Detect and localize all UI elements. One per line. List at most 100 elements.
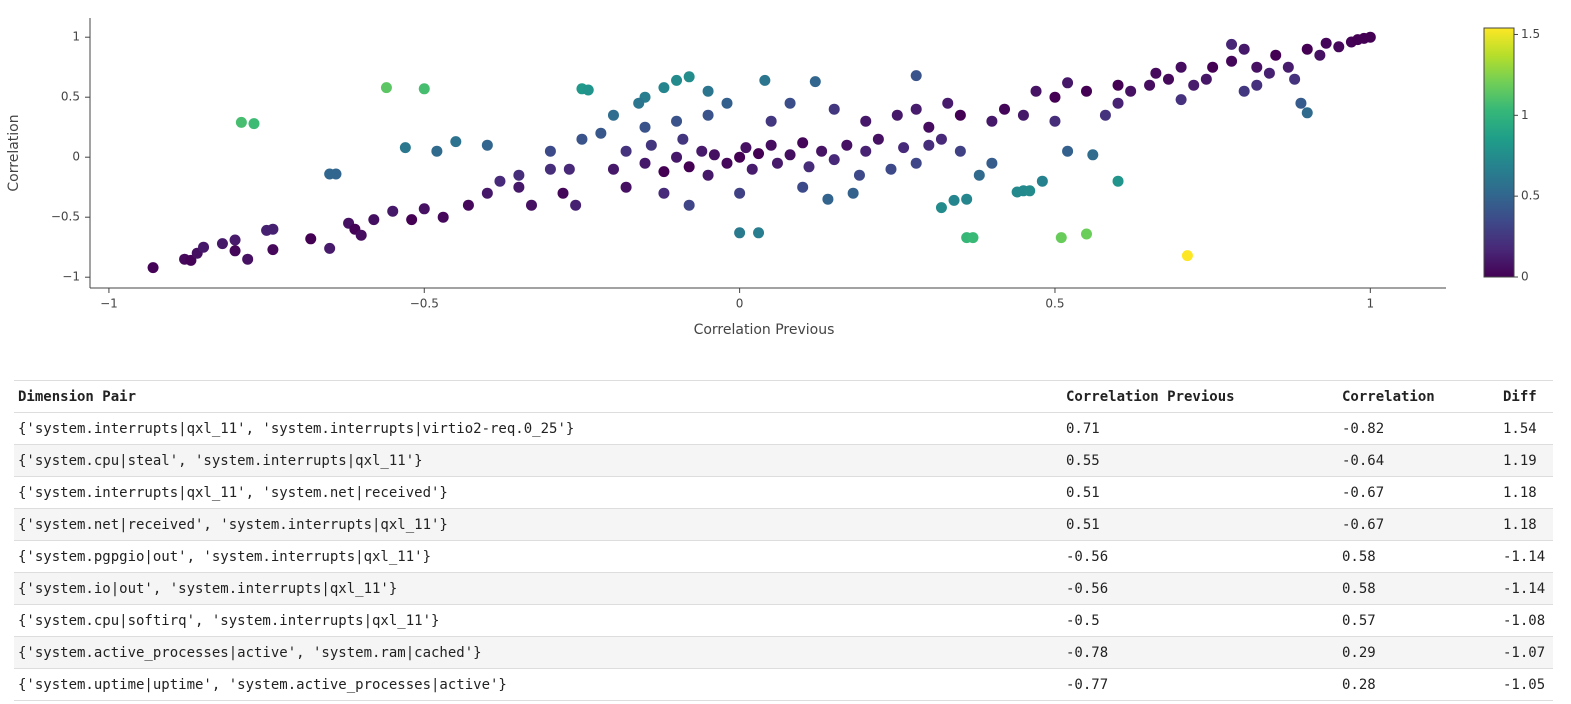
table-header: Dimension Pair Correlation Previous Correl…: [14, 380, 1553, 413]
point: [399, 142, 411, 154]
table-row: {'system.pgpgio|out', 'system.interrupts…: [14, 540, 1553, 573]
point: [481, 139, 493, 151]
table-cell: -0.64: [1338, 444, 1499, 477]
point: [841, 139, 853, 151]
table-cell: 1.54: [1499, 412, 1553, 445]
table-cell: {'system.cpu|steal', 'system.interrupts|…: [14, 444, 1062, 477]
point: [368, 214, 380, 226]
point: [324, 168, 336, 180]
point: [1055, 232, 1067, 244]
point: [828, 103, 840, 115]
table-cell: {'system.active_processes|active', 'syst…: [14, 636, 1062, 669]
point: [1150, 67, 1162, 79]
point: [683, 199, 695, 211]
colorbar-tick-label: 1.5: [1521, 27, 1540, 41]
point: [1112, 79, 1124, 91]
table-cell: 0.58: [1338, 572, 1499, 605]
point: [999, 103, 1011, 115]
table-row: {'system.io|out', 'system.interrupts|qxl…: [14, 572, 1553, 605]
point: [216, 238, 228, 250]
table-cell: 0.58: [1338, 540, 1499, 573]
point: [734, 187, 746, 199]
point: [721, 157, 733, 169]
point: [797, 137, 809, 149]
y-tick-label: −1: [62, 270, 80, 284]
point: [753, 227, 765, 239]
table-cell: 0.51: [1062, 476, 1338, 509]
table-cell: -1.05: [1499, 668, 1553, 701]
point: [576, 133, 588, 145]
point: [961, 193, 973, 205]
point: [1181, 250, 1193, 262]
table-cell: -1.14: [1499, 540, 1553, 573]
point: [431, 145, 443, 157]
point: [683, 161, 695, 173]
point: [1099, 109, 1111, 121]
point: [563, 163, 575, 175]
table-cell: 0.71: [1062, 412, 1338, 445]
point: [1081, 228, 1093, 240]
point: [746, 163, 758, 175]
point: [683, 71, 695, 83]
point: [923, 121, 935, 133]
table-cell: 1.19: [1499, 444, 1553, 477]
point: [771, 157, 783, 169]
point: [910, 70, 922, 82]
point: [462, 199, 474, 211]
table-cell: {'system.io|out', 'system.interrupts|qxl…: [14, 572, 1062, 605]
point: [1270, 49, 1282, 61]
table-cell: {'system.net|received', 'system.interrup…: [14, 508, 1062, 541]
x-axis-title: Correlation Previous: [694, 322, 835, 338]
point: [1301, 43, 1313, 55]
point: [185, 254, 197, 266]
point: [229, 234, 241, 246]
point: [721, 97, 733, 109]
x-tick-label: 1: [1366, 297, 1374, 311]
point: [1364, 31, 1376, 43]
point: [696, 145, 708, 157]
table-cell: 0.51: [1062, 508, 1338, 541]
point: [557, 187, 569, 199]
point: [658, 82, 670, 94]
y-tick-label: 1: [72, 30, 80, 44]
point: [1017, 109, 1029, 121]
point: [645, 139, 657, 151]
point: [147, 262, 159, 274]
point: [380, 82, 392, 94]
point: [759, 74, 771, 86]
point: [784, 149, 796, 161]
point: [595, 127, 607, 139]
point: [1024, 185, 1036, 197]
point: [1226, 55, 1238, 67]
point: [910, 103, 922, 115]
colorbar-tick-label: 0.5: [1521, 189, 1540, 203]
table-row: {'system.cpu|steal', 'system.interrupts|…: [14, 444, 1553, 477]
column-header: Correlation Previous: [1062, 380, 1338, 413]
point: [1112, 97, 1124, 109]
point: [267, 244, 279, 256]
table-cell: {'system.uptime|uptime', 'system.active_…: [14, 668, 1062, 701]
point: [1226, 38, 1238, 50]
point: [1289, 73, 1301, 85]
point: [1314, 49, 1326, 61]
y-tick-label: 0.5: [61, 90, 80, 104]
point: [816, 145, 828, 157]
point: [1112, 175, 1124, 187]
point: [607, 163, 619, 175]
point: [765, 139, 777, 151]
table-cell: -0.5: [1062, 604, 1338, 637]
point: [544, 163, 556, 175]
point: [1087, 149, 1099, 161]
point: [948, 194, 960, 206]
table-cell: 0.28: [1338, 668, 1499, 701]
table-cell: -0.78: [1062, 636, 1338, 669]
point: [658, 187, 670, 199]
table-row: {'system.interrupts|qxl_11', 'system.net…: [14, 476, 1553, 509]
table-cell: {'system.interrupts|qxl_11', 'system.net…: [14, 476, 1062, 509]
x-tick-label: −0.5: [410, 297, 439, 311]
point: [1295, 97, 1307, 109]
point: [942, 97, 954, 109]
point: [513, 169, 525, 181]
point: [847, 187, 859, 199]
